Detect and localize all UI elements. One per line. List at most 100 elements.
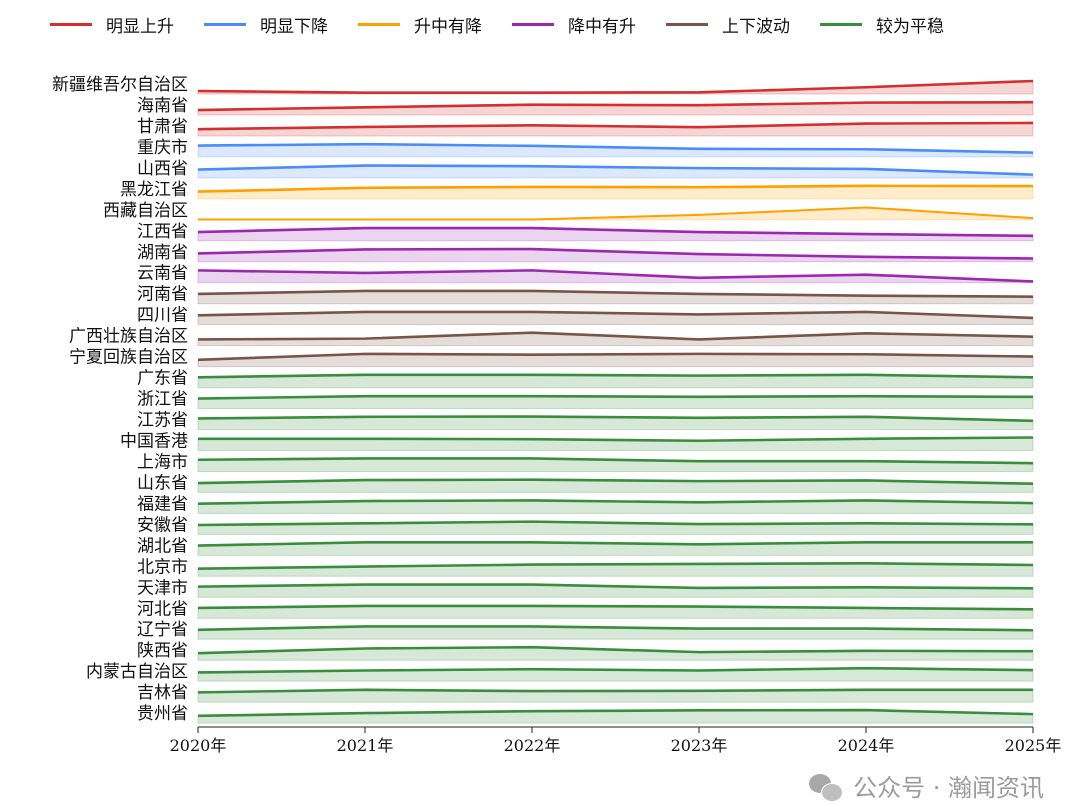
row-label: 河南省	[137, 285, 188, 305]
row-label: 内蒙古自治区	[86, 662, 188, 682]
row-label: 辽宁省	[137, 620, 188, 640]
ridge-line	[197, 562, 1034, 570]
ridge-row: 重庆市	[137, 138, 1034, 158]
ridge-row: 陕西省	[137, 641, 1034, 661]
row-label: 贵州省	[137, 704, 188, 724]
row-label: 吉林省	[137, 683, 188, 703]
x-tick-label: 2023年	[671, 736, 728, 755]
ridge-row: 江西省	[137, 222, 1034, 242]
ridge-row: 江苏省	[137, 411, 1034, 431]
ridge-line	[197, 478, 1034, 486]
ridge-row: 辽宁省	[137, 620, 1034, 640]
ridge-row: 宁夏回族自治区	[69, 348, 1034, 368]
legend-item: 降中有升	[512, 12, 636, 37]
legend: 明显上升 明显下降 升中有降 降中有升 上下波动 较为平稳	[50, 12, 974, 37]
legend-item: 升中有降	[358, 12, 482, 37]
row-label: 江西省	[137, 222, 188, 242]
row-label: 浙江省	[137, 390, 188, 410]
ridge-row: 湖北省	[137, 536, 1034, 556]
ridge-line	[197, 121, 1034, 131]
ridge-row: 天津市	[137, 578, 1034, 598]
ridge-line	[197, 666, 1034, 674]
ridge-line	[197, 415, 1034, 423]
ridge-row: 内蒙古自治区	[86, 662, 1034, 682]
ridge-line	[197, 269, 1034, 283]
ridge-row: 四川省	[137, 306, 1034, 326]
ridge-area	[197, 122, 1034, 137]
row-label: 天津市	[137, 578, 188, 598]
row-label: 河北省	[137, 599, 188, 619]
legend-label: 降中有升	[568, 17, 636, 37]
x-tick-label: 2022年	[504, 736, 561, 755]
row-label: 云南省	[137, 264, 188, 284]
ridge-row: 中国香港	[120, 431, 1034, 451]
legend-swatch	[358, 23, 400, 26]
watermark-text: 公众号 · 瀚闻资讯	[853, 774, 1044, 802]
ridge-row: 贵州省	[137, 704, 1034, 724]
ridge-row: 上海市	[137, 452, 1034, 472]
row-label: 西藏自治区	[103, 201, 188, 221]
legend-swatch	[204, 23, 246, 26]
legend-label: 较为平稳	[876, 17, 944, 37]
ridge-row: 湖南省	[137, 243, 1034, 263]
x-tick-label: 2024年	[838, 736, 895, 755]
legend-swatch	[512, 23, 554, 26]
ridge-row: 福建省	[137, 494, 1034, 514]
row-label: 山西省	[137, 159, 188, 179]
row-label: 中国香港	[120, 431, 188, 451]
row-label: 海南省	[137, 96, 188, 116]
ridge-row: 海南省	[137, 96, 1034, 116]
ridge-line	[197, 184, 1034, 193]
row-label: 江苏省	[137, 411, 188, 431]
ridge-line	[197, 457, 1034, 465]
legend-item: 较为平稳	[820, 12, 944, 37]
ridge-row: 新疆维吾尔自治区	[52, 75, 1034, 95]
ridge-row: 西藏自治区	[103, 201, 1034, 221]
legend-item: 明显下降	[204, 12, 328, 37]
ridge-line	[197, 499, 1034, 505]
row-label: 安徽省	[137, 515, 188, 535]
ridge-row: 河南省	[137, 285, 1034, 305]
x-tick-label: 2020年	[170, 736, 227, 755]
legend-swatch	[50, 23, 92, 26]
ridge-line	[197, 331, 1034, 341]
ridge-line	[197, 645, 1034, 655]
ridge-line	[197, 583, 1034, 590]
legend-swatch	[820, 23, 862, 26]
ridge-line	[197, 310, 1034, 320]
row-label: 广西壮族自治区	[69, 327, 188, 347]
row-label: 新疆维吾尔自治区	[52, 75, 188, 95]
x-tick-label: 2021年	[337, 736, 394, 755]
ridge-line	[197, 373, 1034, 379]
x-tick-label: 2025年	[1005, 736, 1062, 755]
ridge-line	[197, 688, 1033, 694]
ridge-line	[197, 247, 1034, 260]
ridge-row: 河北省	[137, 599, 1034, 619]
wechat-icon	[809, 774, 844, 802]
ridge-line	[197, 625, 1034, 632]
row-label: 湖北省	[137, 536, 188, 556]
ridge-row: 山东省	[137, 473, 1034, 493]
ridge-line	[197, 142, 1034, 154]
row-label: 广东省	[137, 369, 188, 389]
ridge-line	[197, 394, 1034, 400]
legend-label: 上下波动	[722, 17, 790, 37]
ridge-row: 吉林省	[137, 683, 1034, 703]
row-label: 上海市	[137, 452, 188, 472]
row-label: 湖南省	[137, 243, 188, 263]
ridge-line	[197, 520, 1034, 527]
row-label: 重庆市	[137, 138, 188, 158]
row-label: 黑龙江省	[120, 180, 188, 200]
ridge-row: 安徽省	[137, 515, 1034, 535]
ridge-line	[197, 708, 1034, 718]
watermark: 公众号 · 瀚闻资讯	[809, 774, 1044, 802]
ridge-line	[198, 206, 1034, 221]
row-label: 北京市	[137, 557, 188, 577]
ridge-row: 浙江省	[137, 390, 1034, 410]
ridge-line	[197, 352, 1034, 362]
row-label: 四川省	[137, 306, 188, 326]
legend-swatch	[666, 23, 708, 26]
ridge-line	[197, 79, 1034, 94]
legend-item: 上下波动	[666, 12, 790, 37]
